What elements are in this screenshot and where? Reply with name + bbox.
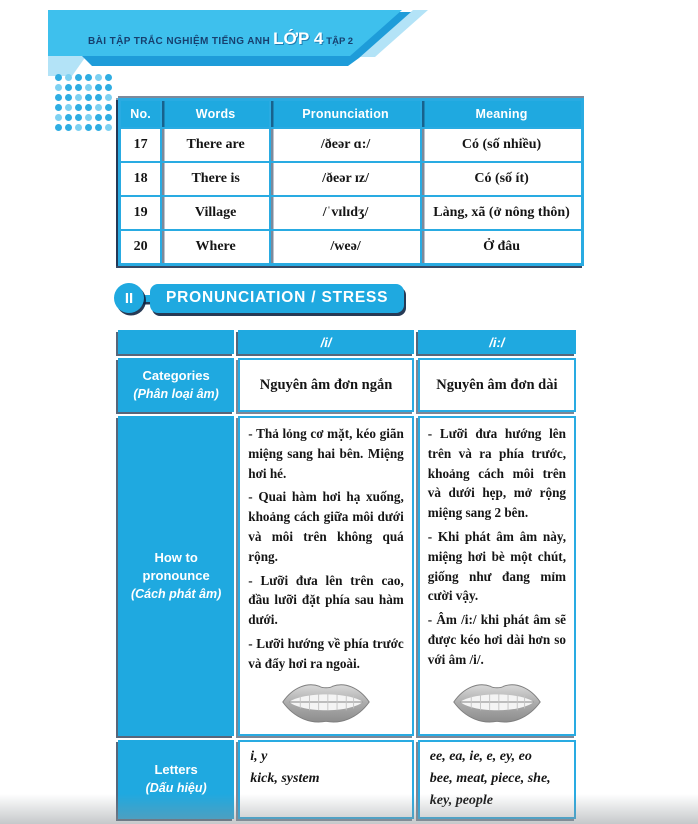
banner-title-suffix: TẬP 2: [326, 36, 354, 47]
how-i-cell: - Thả lỏng cơ mặt, kéo giãn miệng sang h…: [238, 416, 414, 736]
cell-no: 18: [120, 162, 162, 196]
cell-word: Village: [161, 196, 271, 230]
row-label-subtext: (Dấu hiệu): [145, 781, 207, 796]
section-header: II PRONUNCIATION / STRESS: [114, 282, 584, 314]
banner-swoosh-graphic: [48, 10, 428, 76]
cell-pron: /ðeər ɪz/: [270, 162, 422, 196]
pron-header-row: /i/ /i:/: [118, 330, 576, 354]
row-label-text: How to: [154, 549, 198, 565]
categories-ii-cell: Nguyên âm đơn dài: [417, 358, 576, 412]
col-header-pronunciation: Pronunciation: [270, 100, 422, 128]
section-title: PRONUNCIATION / STRESS: [150, 283, 405, 313]
cell-meaning: Có (số ít): [421, 162, 582, 196]
banner-title: BÀI TẬP TRẮC NGHIỆM TIẾNG ANH LỚP 4 TẬP 2: [88, 29, 354, 48]
banner-title-prefix: BÀI TẬP TRẮC NGHIỆM TIẾNG ANH: [88, 36, 271, 47]
vocab-table: No. Words Pronunciation Meaning 17 There…: [118, 98, 584, 266]
row-label-text-2: pronounce: [142, 568, 210, 584]
how-i-point: - Lưỡi hướng về phía trước và đẩy hơi ra…: [248, 635, 404, 671]
col-header-no: No.: [120, 100, 162, 128]
how-ii-point: - Âm /i:/ khi phát âm sẽ được kéo hơi dà…: [427, 612, 566, 667]
table-row-categories: Categories (Phân loại âm) Nguyên âm đơn …: [118, 358, 576, 412]
cell-meaning: Có (số nhiều): [421, 128, 582, 162]
categories-i-cell: Nguyên âm đơn ngắn: [238, 358, 414, 412]
letters-i-examples: kick, system: [250, 770, 320, 786]
cell-word: There are: [161, 128, 271, 162]
how-ii-point: - Khi phát âm âm này, miệng hơi bè một c…: [427, 528, 566, 604]
page-content: No. Words Pronunciation Meaning 17 There…: [114, 98, 584, 823]
banner-title-grade: LỚP 4: [273, 29, 324, 48]
cell-pron: /ðeər ɑ:/: [270, 128, 422, 162]
how-i-point: - Lưỡi đưa lên trên cao, đầu lưỡi đặt ph…: [248, 572, 404, 628]
pron-header-empty: [118, 330, 235, 354]
table-row: 19 Village /ˈvɪlɪdʒ/ Làng, xã (ở nông th…: [120, 196, 582, 230]
cell-word: There is: [161, 162, 271, 196]
cell-no: 17: [120, 128, 162, 162]
table-row: 20 Where /weə/ Ở đâu: [120, 230, 582, 264]
section-connector: [142, 294, 154, 302]
cell-no: 19: [120, 196, 162, 230]
how-i-point: - Thả lỏng cơ mặt, kéo giãn miệng sang h…: [248, 426, 404, 481]
pron-header-i: /i/: [238, 330, 414, 354]
col-header-meaning: Meaning: [421, 100, 582, 128]
pron-header-ii: /i:/: [417, 330, 576, 354]
row-label-categories: Categories (Phân loại âm): [118, 358, 235, 412]
mouth-icon: [282, 683, 370, 722]
cell-pron: /ˈvɪlɪdʒ/: [270, 196, 422, 230]
cell-pron: /weə/: [270, 230, 422, 264]
page-bottom-shadow: [0, 794, 698, 824]
row-label-subtext: (Phân loại âm): [133, 386, 219, 401]
row-label-text: Letters: [154, 762, 198, 778]
table-row: 17 There are /ðeər ɑ:/ Có (số nhiều): [120, 128, 582, 162]
how-i-point: - Quai hàm hơi hạ xuống, khoảng cách giữ…: [248, 489, 404, 564]
cell-no: 20: [120, 230, 162, 264]
row-label-how-to-pronounce: How to pronounce (Cách phát âm): [118, 416, 235, 736]
table-row-how-to-pronounce: How to pronounce (Cách phát âm) - Thả lỏ…: [118, 416, 576, 736]
letters-ii-letters: ee, ea, ie, e, ey, eo: [429, 748, 532, 764]
how-ii-cell: - Lưỡi đưa hướng lên trên và ra phía trư…: [417, 416, 576, 736]
pronunciation-table: /i/ /i:/ Categories (Phân loại âm) Nguyê…: [114, 326, 580, 823]
cell-meaning: Ở đâu: [421, 230, 582, 264]
dots-grid: [55, 74, 117, 131]
row-label-text: Categories: [142, 368, 210, 384]
col-header-words: Words: [161, 100, 271, 128]
page-banner: BÀI TẬP TRẮC NGHIỆM TIẾNG ANH LỚP 4 TẬP 2: [0, 0, 698, 92]
section-numeral-badge: II: [114, 283, 144, 313]
vocab-header-row: No. Words Pronunciation Meaning: [120, 100, 582, 128]
mouth-icon: [453, 683, 541, 722]
how-ii-point: - Lưỡi đưa hướng lên trên và ra phía trư…: [427, 426, 566, 521]
row-label-subtext: (Cách phát âm): [130, 587, 222, 602]
cell-meaning: Làng, xã (ở nông thôn): [421, 196, 582, 230]
table-row: 18 There is /ðeər ɪz/ Có (số ít): [120, 162, 582, 196]
letters-i-letters: i, y: [250, 748, 268, 764]
cell-word: Where: [161, 230, 271, 264]
